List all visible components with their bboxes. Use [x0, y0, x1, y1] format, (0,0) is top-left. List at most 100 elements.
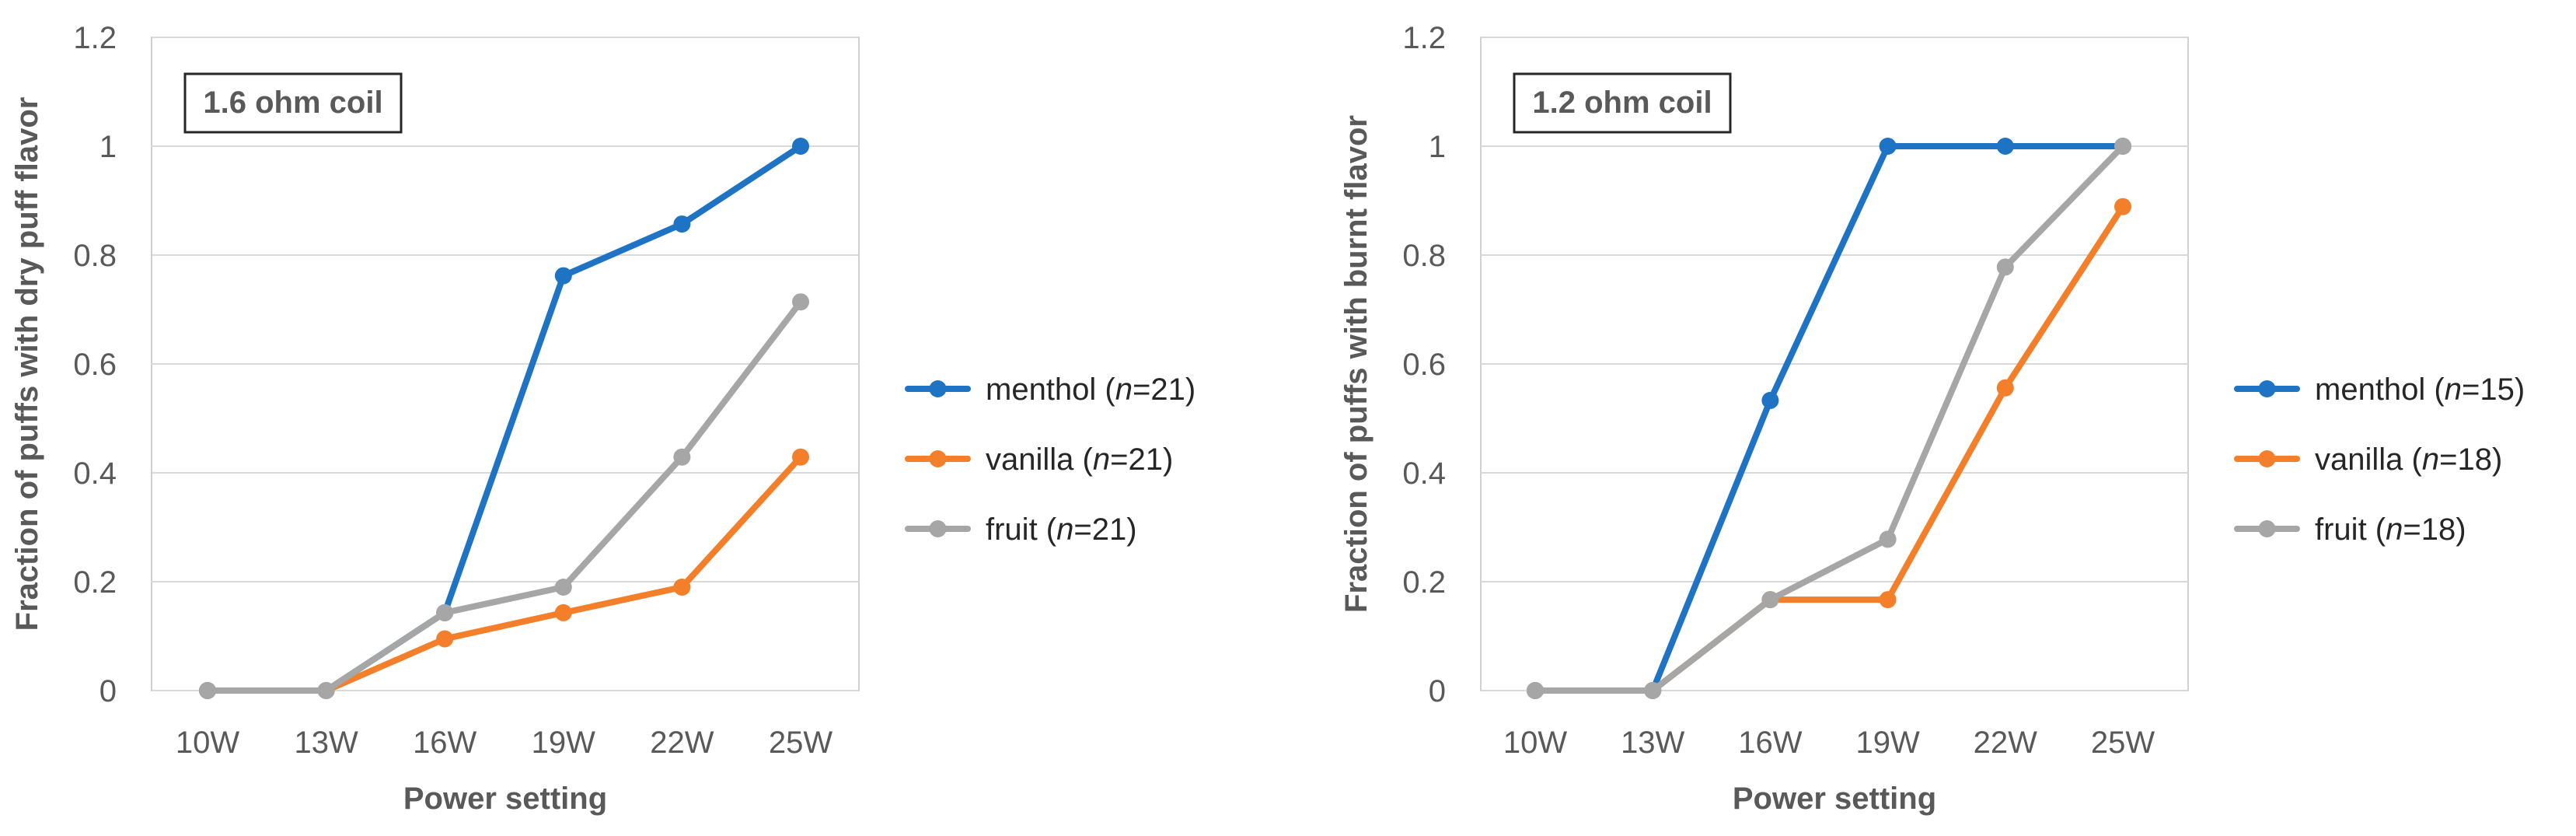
legend-series-name: vanilla [2315, 442, 2403, 477]
legend-n-symbol: n [1056, 512, 1073, 547]
data-point-vanilla [554, 603, 572, 621]
legend-label: vanilla (n=21) [986, 442, 1173, 477]
annotation-box [183, 72, 403, 134]
x-axis-title: Power setting [1733, 782, 1936, 816]
legend-paren-close: ) [2515, 373, 2525, 407]
data-point-fruit [1879, 530, 1897, 548]
x-tick-label: 19W [532, 726, 595, 760]
legend-n-value: =21 [1073, 512, 1126, 547]
data-point-menthol [1761, 391, 1779, 409]
legend-series-name: vanilla [986, 442, 1074, 477]
legend-series-name: menthol [986, 373, 1096, 407]
legend-label: fruit (n=18) [2315, 512, 2466, 547]
data-point-vanilla [1996, 379, 2014, 397]
data-point-menthol [554, 267, 572, 285]
legend-paren-close: ) [2492, 442, 2502, 477]
legend-paren-close: ) [2456, 512, 2466, 547]
legend-marker [2258, 520, 2276, 537]
x-tick-label: 10W [1503, 726, 1567, 760]
legend-marker [929, 380, 947, 397]
legend-label: menthol (n=21) [986, 373, 1196, 407]
data-point-fruit [1996, 258, 2014, 276]
y-tick-label: 0.2 [1402, 565, 1446, 600]
data-point-menthol [673, 215, 691, 233]
legend-marker [929, 520, 947, 537]
legend-label: menthol (n=15) [2315, 373, 2525, 407]
legend-paren-close: ) [1185, 373, 1196, 407]
legend-marker [2258, 450, 2276, 467]
x-tick-label: 16W [413, 726, 476, 760]
data-point-vanilla [436, 630, 454, 648]
legend-series-name: fruit [986, 512, 1038, 547]
legend-paren-open: ( [2425, 373, 2445, 407]
legend-series-name: menthol [2315, 373, 2425, 407]
legend-n-value: =15 [2462, 373, 2515, 407]
legend-item-vanilla: vanilla (n=18) [2234, 442, 2502, 477]
legend-paren-close: ) [1126, 512, 1136, 547]
x-tick-label: 25W [2091, 726, 2155, 760]
data-point-fruit [1527, 682, 1544, 699]
y-tick-label: 0.2 [73, 565, 117, 600]
data-point-fruit [436, 603, 454, 621]
data-point-fruit [673, 448, 691, 466]
data-point-menthol [1996, 138, 2014, 155]
x-tick-label: 10W [176, 726, 239, 760]
legend-item-menthol: menthol (n=15) [2234, 373, 2525, 407]
y-tick-label: 0.4 [1402, 456, 1446, 491]
legend-paren-open: ( [1096, 373, 1115, 407]
y-tick-label: 0.6 [1402, 348, 1446, 382]
legend-paren-open: ( [2403, 442, 2422, 477]
data-point-menthol [1879, 138, 1897, 155]
y-tick-label: 0 [99, 674, 117, 708]
data-point-fruit [317, 682, 335, 699]
y-tick-label: 0.4 [73, 456, 117, 491]
data-point-fruit [1761, 591, 1779, 609]
data-point-vanilla [2114, 198, 2131, 215]
legend-n-value: =21 [1133, 373, 1185, 407]
x-tick-label: 13W [1621, 726, 1684, 760]
y-tick-label: 1 [99, 130, 117, 164]
x-tick-label: 22W [1974, 726, 2037, 760]
x-axis-title: Power setting [403, 782, 607, 816]
x-tick-label: 19W [1855, 726, 1919, 760]
legend-item-vanilla: vanilla (n=21) [905, 442, 1173, 477]
series-line-fruit [204, 299, 804, 694]
chart-panel-1: 0 0.2 0.4 0.6 0.8 1 1.2 10W 13W 16W 19W 22W 25W Power… [10, 21, 1196, 816]
legend-paren-open: ( [2367, 512, 2386, 547]
y-tick-label: 1.2 [1402, 21, 1446, 55]
y-tick-label: 0.8 [1402, 239, 1446, 273]
data-point-fruit [1644, 682, 1662, 699]
data-point-vanilla [673, 579, 691, 596]
legend-n-symbol: n [1093, 442, 1110, 477]
legend-n-symbol: n [1115, 373, 1133, 407]
data-point-fruit [199, 682, 216, 699]
annotation-label: 1.2 ohm coil [1532, 86, 1712, 120]
data-point-fruit [2114, 138, 2131, 155]
y-tick-label: 0 [1429, 674, 1446, 708]
legend-paren-close: ) [1163, 442, 1173, 477]
legend-paren-open: ( [1073, 442, 1093, 477]
y-tick-label: 1 [1429, 130, 1446, 164]
legend-n-symbol: n [2422, 442, 2439, 477]
data-point-vanilla [1879, 591, 1897, 609]
data-point-menthol [792, 138, 809, 155]
x-tick-label: 22W [650, 726, 714, 760]
y-tick-label: 1.2 [73, 21, 117, 55]
legend-paren-open: ( [1038, 512, 1057, 547]
x-tick-label: 25W [769, 726, 832, 760]
legend-label: vanilla (n=18) [2315, 442, 2502, 477]
x-tick-label: 13W [294, 726, 358, 760]
legend-n-value: =18 [2439, 442, 2492, 477]
y-tick-label: 0.8 [73, 239, 117, 273]
legend-series-name: fruit [2315, 512, 2367, 547]
data-point-fruit [792, 293, 809, 311]
annotation-label: 1.6 ohm coil [203, 86, 382, 120]
data-point-vanilla [792, 448, 809, 466]
legend-n-value: =18 [2403, 512, 2456, 547]
y-axis-title: Fraction of puffs with burnt flavor [1339, 115, 1374, 613]
legend-marker [929, 450, 947, 467]
x-tick-label: 16W [1738, 726, 1802, 760]
legend-n-symbol: n [2386, 512, 2403, 547]
legend-label: fruit (n=21) [986, 512, 1137, 547]
